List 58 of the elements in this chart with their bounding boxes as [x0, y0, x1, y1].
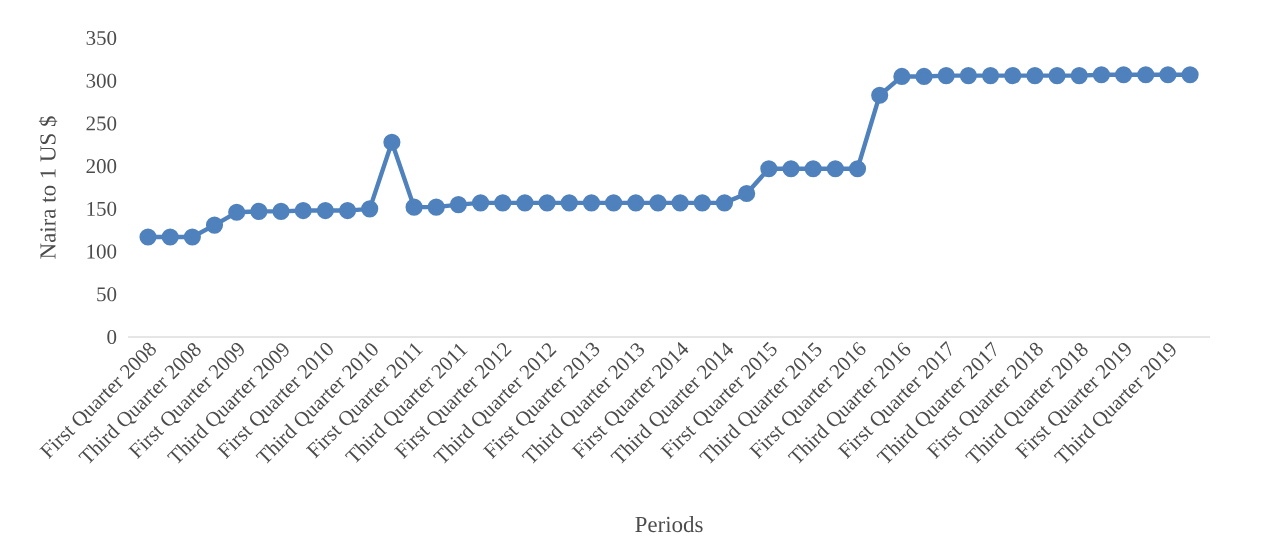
point [560, 194, 578, 212]
point [272, 202, 290, 220]
y-axis-title: Naira to 1 US $ [38, 116, 58, 259]
point [715, 194, 734, 212]
point [383, 133, 401, 151]
point [494, 194, 512, 212]
point [915, 67, 933, 86]
point [871, 86, 889, 104]
y-tick-label: 0 [107, 329, 117, 345]
point [1092, 66, 1110, 84]
point [1137, 66, 1155, 84]
point [294, 202, 312, 220]
point [1026, 67, 1044, 85]
point [826, 160, 844, 178]
y-tick-label: 200 [86, 159, 117, 174]
point [893, 67, 911, 86]
point [605, 194, 623, 212]
point [516, 194, 534, 212]
point [959, 67, 977, 85]
point [405, 198, 423, 216]
point [649, 194, 667, 212]
point [1159, 66, 1177, 84]
point [183, 228, 201, 246]
point [760, 160, 778, 178]
point [937, 67, 955, 85]
point [981, 67, 1000, 85]
point [627, 194, 645, 212]
point [228, 203, 246, 221]
x-axis-title: Periods [635, 516, 703, 533]
point [538, 194, 556, 212]
point [782, 160, 800, 178]
point [671, 194, 689, 212]
point [848, 160, 867, 178]
y-tick-label: 300 [86, 73, 117, 88]
point [338, 202, 357, 220]
point [804, 160, 822, 178]
point [361, 200, 379, 218]
point [582, 194, 601, 212]
point [205, 216, 224, 234]
point [139, 228, 157, 246]
y-tick-label: 350 [86, 30, 117, 46]
point [738, 184, 756, 203]
y-tick-label: 100 [87, 244, 117, 259]
point [1115, 66, 1133, 84]
y-tick-label: 250 [86, 116, 117, 131]
point [1181, 66, 1199, 84]
point [449, 196, 467, 214]
point [427, 198, 445, 216]
y-tick-label: 150 [87, 201, 117, 216]
y-tick-label: 50 [97, 287, 117, 302]
point [1004, 67, 1022, 85]
point [693, 194, 711, 212]
point [250, 202, 268, 220]
point [472, 194, 490, 212]
point [316, 202, 334, 220]
point [161, 228, 179, 246]
point [1048, 67, 1066, 85]
point [1070, 67, 1088, 85]
